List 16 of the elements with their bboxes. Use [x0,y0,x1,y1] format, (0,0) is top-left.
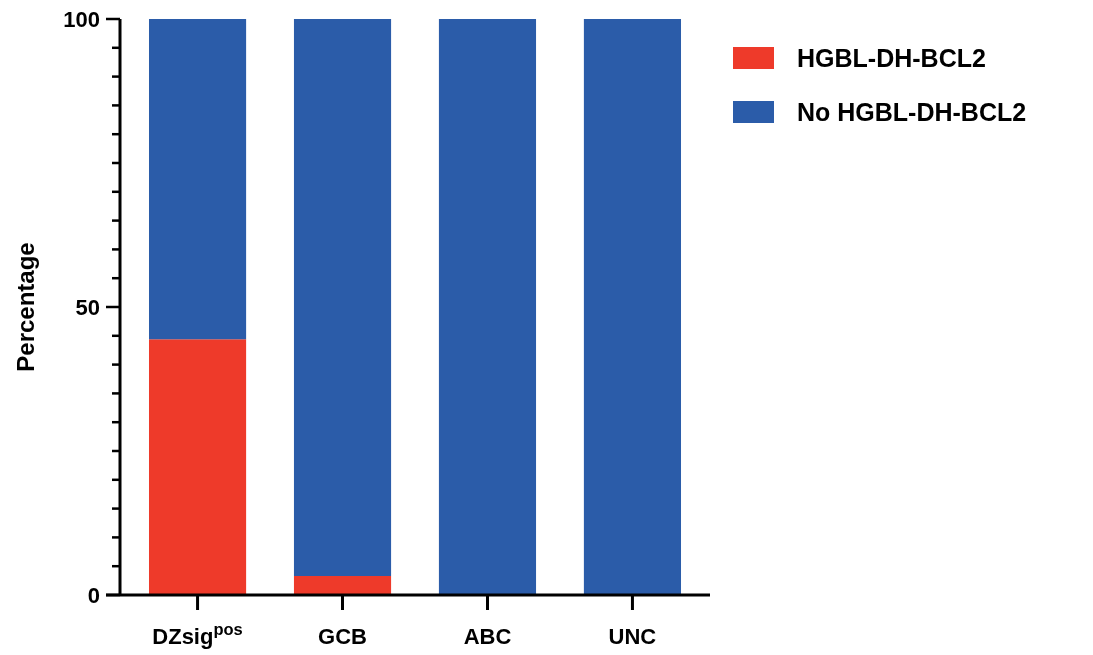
bar [438,19,537,595]
x-tick-label: ABC [463,624,512,649]
x-tick-label: GCB [318,624,367,649]
y-tick-label: 100 [63,6,100,32]
y-tick-label: 50 [75,294,100,320]
bar [583,19,682,595]
y-tick-label: 0 [87,582,100,608]
bar [148,339,247,595]
x-tick-label: DZsig$^{pos}$ [152,620,243,649]
bar [293,19,392,576]
legend-label: No HGBL-DH-BCL2 [797,97,1027,126]
bar [148,19,247,340]
legend-label: HGBL-DH-BCL2 [797,43,986,72]
x-tick-label: UNC [608,624,657,649]
bar [293,575,392,595]
y-axis-title: Percentage [12,242,39,372]
